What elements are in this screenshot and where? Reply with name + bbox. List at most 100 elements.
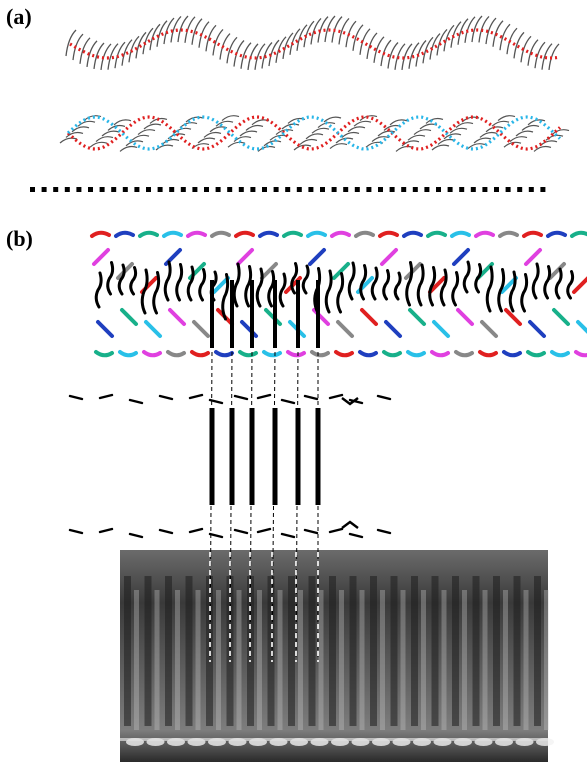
dark-stripe xyxy=(391,576,398,726)
black-rod xyxy=(177,265,182,301)
segment-bottom xyxy=(432,352,448,355)
segment-diagonal xyxy=(454,250,468,264)
chain-arc xyxy=(90,142,107,147)
light-stripe xyxy=(360,590,365,730)
dash-mark-upper xyxy=(330,395,342,398)
segment-diagonal xyxy=(94,250,108,264)
dash-mark-lower xyxy=(378,530,390,533)
separator-dot xyxy=(111,187,116,192)
separator-dot xyxy=(506,187,511,192)
segment-top xyxy=(284,233,301,236)
segment-diagonal xyxy=(386,322,400,336)
chain-arc xyxy=(510,137,527,142)
chain-arc xyxy=(312,128,329,133)
segment-top xyxy=(212,233,229,236)
chain-arc xyxy=(96,137,113,142)
dark-stripe xyxy=(145,576,152,726)
black-rod xyxy=(545,267,550,299)
segment-diagonal xyxy=(434,322,448,336)
black-rod xyxy=(510,272,515,311)
separator-dot xyxy=(285,187,290,192)
segment-diagonal xyxy=(170,310,184,324)
dash-mark-upper xyxy=(100,395,112,398)
dark-stripe xyxy=(432,576,439,726)
dash-mark-upper xyxy=(190,395,202,398)
segment-bottom xyxy=(144,352,160,355)
chain-arc xyxy=(228,142,245,147)
separator-dot xyxy=(192,187,197,192)
dash-mark-lower xyxy=(190,529,202,532)
chain-arc xyxy=(540,141,557,146)
dash-mark-lower xyxy=(258,529,270,532)
separator-dot xyxy=(332,187,337,192)
separator-dot xyxy=(494,187,499,192)
dash-mark-upper xyxy=(70,396,82,399)
chain-arc xyxy=(474,138,491,143)
segment-top xyxy=(428,233,445,236)
segment-top xyxy=(524,233,541,236)
segment-diagonal xyxy=(98,322,112,336)
segment-top xyxy=(548,233,565,236)
light-stripe xyxy=(503,590,508,730)
light-stripe xyxy=(319,590,324,730)
black-rod xyxy=(384,271,389,300)
chain-arc xyxy=(204,133,221,138)
chain-arc xyxy=(180,123,197,128)
black-rod xyxy=(280,274,285,306)
segment-diagonal xyxy=(410,310,424,324)
segment-top xyxy=(356,233,373,236)
separator-dot xyxy=(30,187,35,192)
segment-diagonal xyxy=(574,278,587,292)
separator-dot xyxy=(413,187,418,192)
segment-bottom xyxy=(192,352,208,355)
dash-mark-lower xyxy=(70,530,82,533)
separator-dot xyxy=(158,187,163,192)
chain-arc xyxy=(240,131,257,136)
separator-dot xyxy=(540,187,545,192)
dark-stripe xyxy=(165,576,172,726)
separator-dot xyxy=(366,187,371,192)
bright-band xyxy=(120,738,548,741)
separator-dot xyxy=(239,187,244,192)
segment-top xyxy=(308,233,325,236)
chain-arc xyxy=(498,116,515,121)
segment-diagonal xyxy=(530,322,544,336)
segment-bottom xyxy=(168,352,184,355)
chain-arc xyxy=(114,120,131,125)
separator-dot xyxy=(436,187,441,192)
separator-dot xyxy=(42,187,47,192)
dash-mark-upper xyxy=(235,396,247,399)
light-stripe xyxy=(257,590,262,730)
segment-top xyxy=(404,233,421,236)
segment-bottom xyxy=(456,352,472,355)
black-rod xyxy=(349,263,354,299)
separator-dot xyxy=(169,187,174,192)
chain-arc xyxy=(480,133,497,138)
separator-dot xyxy=(343,187,348,192)
chain-arc xyxy=(414,130,431,135)
dark-stripe xyxy=(350,576,357,726)
chain-arc xyxy=(198,138,215,143)
light-stripe xyxy=(380,590,385,730)
light-stripe xyxy=(462,590,467,730)
segment-bottom xyxy=(504,352,520,355)
dark-stripe xyxy=(534,576,541,726)
chain-arc xyxy=(222,116,239,121)
segment-top xyxy=(452,233,469,236)
light-stripe xyxy=(524,590,529,730)
black-rod xyxy=(292,264,297,294)
light-stripe xyxy=(544,590,549,730)
chain-arc xyxy=(162,140,179,145)
light-stripe xyxy=(155,590,160,730)
black-rod xyxy=(246,267,251,307)
separator-dot xyxy=(320,187,325,192)
segment-bottom xyxy=(384,352,400,355)
dark-stripe xyxy=(514,576,521,726)
panel-a-dotted-separator xyxy=(30,187,545,192)
black-rod xyxy=(188,267,193,300)
separator-dot xyxy=(448,187,453,192)
black-rod xyxy=(338,274,343,313)
separator-dot xyxy=(227,187,232,192)
chain-arc xyxy=(300,140,317,145)
